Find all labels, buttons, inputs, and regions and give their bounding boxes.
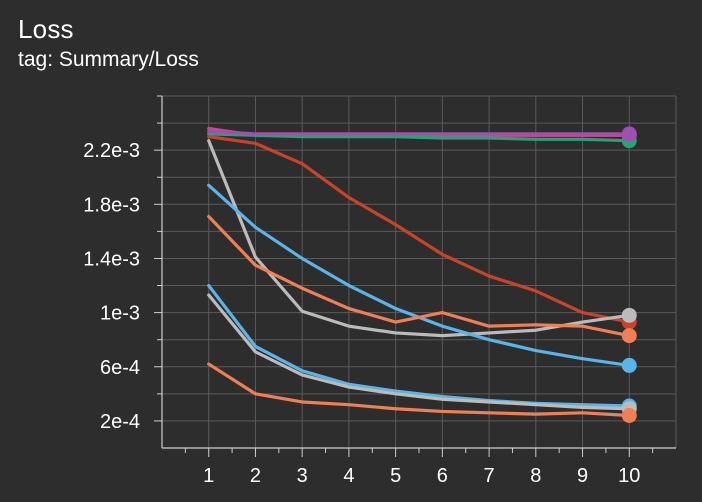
x-tick-label: 4 <box>343 465 354 487</box>
series-line-9 <box>207 293 631 411</box>
series-line-4 <box>207 135 631 324</box>
y-tick-label: 2.2e-3 <box>83 140 140 162</box>
series-end-markers <box>621 126 637 424</box>
x-tick-label: 9 <box>577 465 588 487</box>
y-tick-label: 2e-4 <box>100 411 140 433</box>
y-tick-label: 6e-4 <box>100 357 140 379</box>
x-tick-label: 3 <box>297 465 308 487</box>
series-line-10 <box>207 362 631 418</box>
grid <box>162 95 677 448</box>
chart-title: Loss <box>18 14 74 44</box>
x-tick-label: 10 <box>618 465 640 487</box>
y-tick-label: 1.8e-3 <box>83 194 140 216</box>
series-end-marker-6 <box>621 357 637 373</box>
x-tick-label: 7 <box>484 465 495 487</box>
series-line-3 <box>207 129 631 136</box>
series-end-marker-7 <box>621 328 637 344</box>
series-line-2 <box>207 132 631 143</box>
chart-subtitle: tag: Summary/Loss <box>18 48 199 71</box>
series-end-marker-10 <box>621 408 637 424</box>
y-tick-label: 1e-3 <box>100 303 140 325</box>
series-line-7 <box>207 214 631 338</box>
series-end-marker-3 <box>621 126 637 142</box>
x-tick-label: 8 <box>530 465 541 487</box>
series-line-8 <box>207 283 631 408</box>
series-lines <box>207 126 631 418</box>
y-tick-label: 1.4e-3 <box>83 248 140 270</box>
axes <box>154 95 676 457</box>
x-tick-label: 1 <box>203 465 214 487</box>
tick-labels: 2e-4 6e-4 1e-3 1.4e-3 1.8e-3 2.2e-3 1 2 3 4 5 6 7 8 9 1… <box>83 140 640 487</box>
x-tick-label: 6 <box>437 465 448 487</box>
x-tick-label: 5 <box>390 465 401 487</box>
x-tick-label: 2 <box>250 465 261 487</box>
series-end-marker-5 <box>621 307 637 323</box>
